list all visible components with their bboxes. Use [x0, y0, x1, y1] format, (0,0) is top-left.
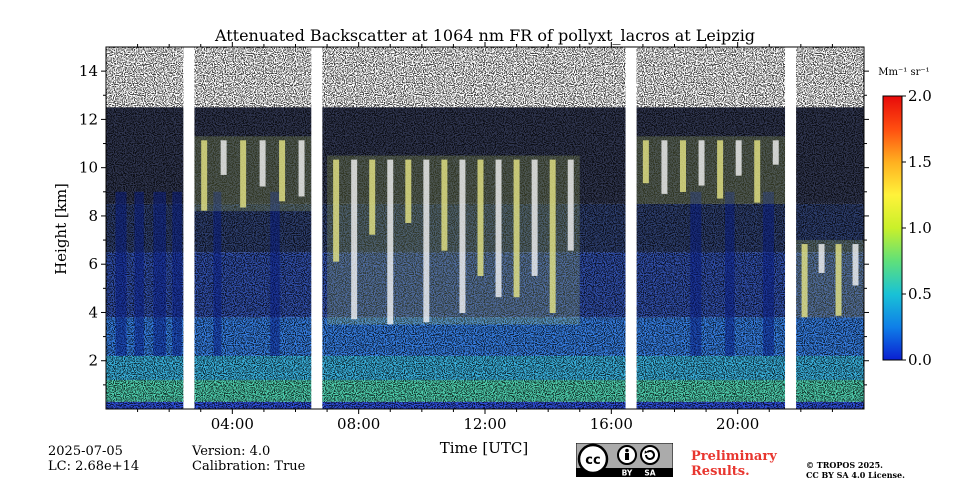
cloud-streak [567, 159, 574, 251]
cc-icon-text: cc [585, 453, 600, 468]
colorbar-gradient [882, 95, 903, 361]
cloud-streak [387, 159, 394, 325]
copyright-line-1: © TROPOS 2025. [806, 460, 883, 470]
cloud-streak [423, 159, 430, 323]
cloud-streak [642, 140, 649, 184]
preliminary-notice: Preliminary Results. [691, 449, 777, 479]
profile-streak [762, 191, 774, 356]
cloud-feature [194, 136, 312, 212]
data-gap [311, 47, 323, 409]
cloud-streak [495, 159, 502, 298]
footer-calibration: Calibration: True [192, 459, 306, 474]
cloud-streak [201, 140, 208, 211]
cloud-streak [298, 140, 305, 197]
cc-icon [577, 443, 609, 475]
cloud-streak [279, 140, 286, 202]
cc-license-badge: cc BY SA [576, 443, 673, 477]
cloud-streak [220, 140, 227, 175]
cloud-streak [259, 140, 266, 187]
cloud-streak [735, 140, 742, 176]
cloud-streak [531, 159, 538, 276]
cloud-streak [240, 140, 247, 208]
cloud-streak [772, 140, 779, 165]
data-gap [183, 47, 195, 409]
cloud-streak [477, 159, 484, 277]
cloud-streak [333, 159, 340, 262]
sa-label: SA [644, 469, 655, 478]
colorbar-tick-label: 1.0 [908, 219, 932, 237]
cloud-streak [351, 159, 358, 320]
profile-streak [213, 191, 222, 356]
cloud-streak [513, 159, 520, 298]
profile-streak [134, 191, 144, 356]
footer-date: 2025-07-05 [48, 444, 123, 459]
x-axis: 04:00 08:00 12:00 16:00 20:00 [137, 42, 833, 433]
profile-streak [172, 191, 182, 356]
copyright-notice: © TROPOS 2025. CC BY SA 4.0 License. [806, 460, 905, 480]
y-tick-label: 2 [88, 352, 98, 370]
cloud-streak [852, 244, 859, 286]
cloud-streak [661, 140, 668, 194]
y-tick-label: 4 [88, 303, 98, 321]
x-tick-label: 04:00 [211, 415, 254, 433]
colorbar-unit-label: Mm⁻¹ sr⁻¹ [878, 67, 929, 78]
cloud-feature [327, 155, 580, 325]
cloud-feature [636, 136, 786, 204]
y-tick-label: 10 [79, 159, 98, 177]
cloud-streak [698, 140, 705, 186]
cloud-streak [717, 140, 724, 199]
preliminary-line-2: Results. [691, 464, 750, 479]
cloud-streak [754, 140, 761, 203]
data-gap [785, 47, 797, 409]
by-icon [617, 445, 637, 465]
cloud-streak [818, 244, 825, 273]
cloud-streak [441, 159, 448, 251]
cloud-streak [549, 159, 556, 314]
by-label: BY [622, 469, 633, 478]
chart-title: Attenuated Backscatter at 1064 nm FR of … [214, 26, 755, 45]
cloud-body [194, 136, 312, 212]
preliminary-line-1: Preliminary [691, 449, 777, 464]
cloud-streak [835, 244, 842, 316]
cloud-streak [801, 244, 808, 318]
cloud-body [327, 155, 580, 325]
footer-version: Version: 4.0 [192, 444, 271, 459]
cloud-streak [459, 159, 466, 313]
cloud-body [636, 136, 786, 204]
noise-speckle [106, 47, 864, 409]
y-axis-label: Height [km] [52, 183, 70, 275]
colorbar-tick-label: 0.5 [908, 285, 932, 303]
x-axis-label: Time [UTC] [440, 439, 529, 457]
colorbar: Mm⁻¹ sr⁻¹ 0.0 0.5 1.0 1.5 2.0 [878, 67, 932, 369]
y-tick-label: 12 [79, 110, 98, 128]
plot-area [106, 47, 864, 409]
profile-streak [153, 191, 167, 356]
y-tick-label: 6 [88, 255, 98, 273]
y-axis: 2 4 6 8 10 12 14 [79, 62, 869, 386]
profile-streak [725, 191, 735, 356]
x-tick-label: 12:00 [463, 415, 506, 433]
x-tick-label: 08:00 [337, 415, 380, 433]
sa-icon [640, 445, 660, 465]
x-tick-label: 20:00 [716, 415, 759, 433]
profile-streak [270, 191, 280, 356]
cloud-streak [679, 140, 686, 192]
y-tick-label: 8 [88, 207, 98, 225]
colorbar-tick-label: 2.0 [908, 87, 932, 105]
profile-streak [115, 191, 127, 356]
x-tick-label: 16:00 [590, 415, 633, 433]
cloud-streak [405, 159, 412, 223]
cloud-streak [369, 159, 376, 235]
colorbar-tick-label: 0.0 [908, 351, 932, 369]
y-tick-label: 14 [79, 62, 98, 80]
footer-lidar-constant: LC: 2.68e+14 [48, 459, 140, 474]
data-gap [625, 47, 637, 409]
cloud-feature [796, 240, 864, 318]
colorbar-tick-label: 1.5 [908, 153, 932, 171]
copyright-line-2: CC BY SA 4.0 License. [806, 470, 905, 480]
profile-streak [690, 191, 702, 356]
